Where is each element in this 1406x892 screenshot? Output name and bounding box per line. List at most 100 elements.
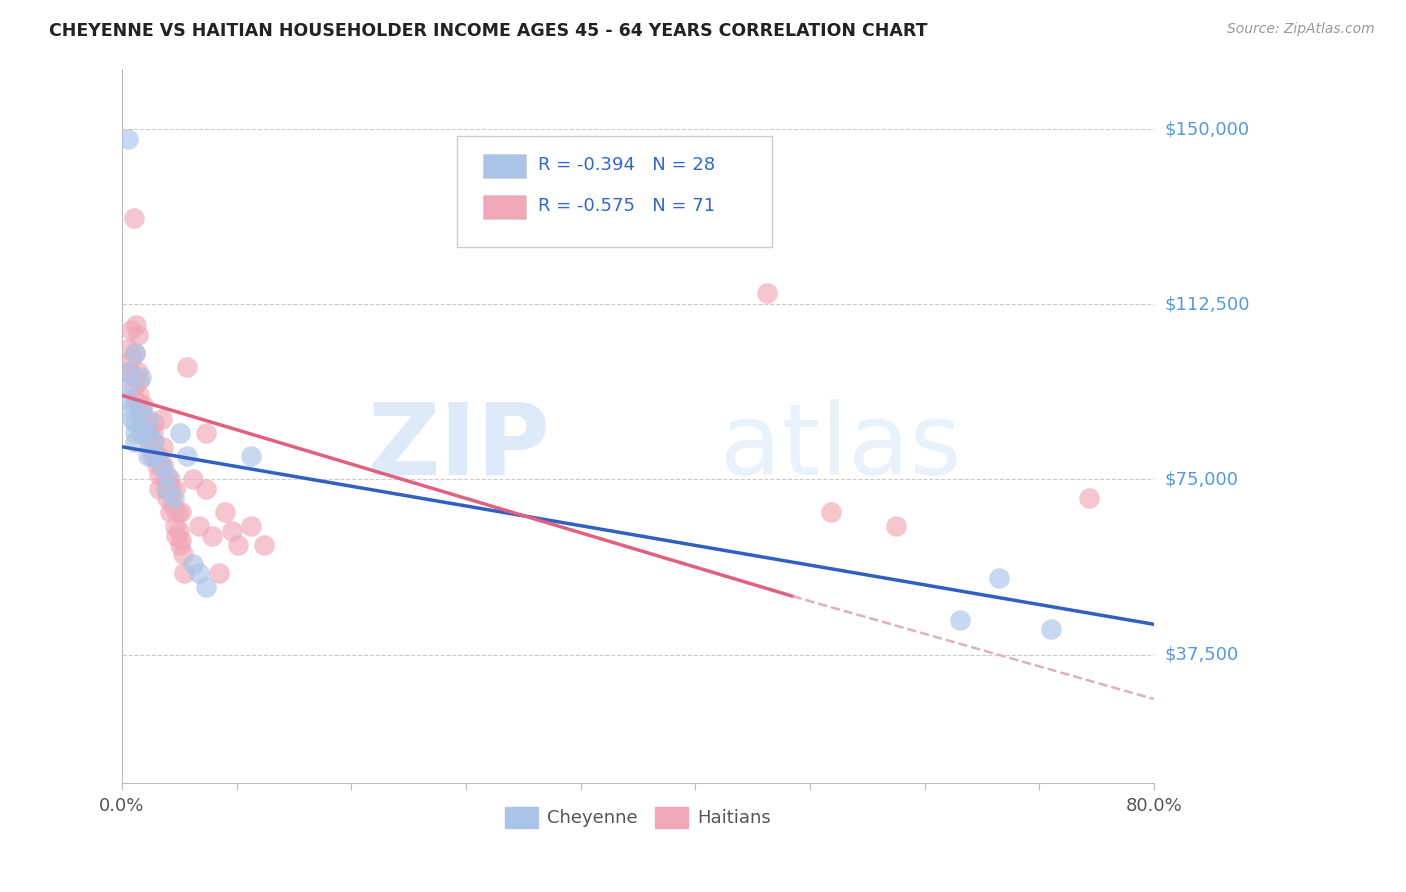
Point bbox=[240, 449, 263, 463]
Point bbox=[181, 473, 204, 487]
FancyBboxPatch shape bbox=[484, 153, 526, 178]
Point bbox=[163, 519, 186, 533]
Point bbox=[188, 566, 211, 580]
Point bbox=[150, 411, 173, 425]
Point bbox=[172, 547, 194, 561]
Point bbox=[194, 482, 217, 496]
Point bbox=[949, 613, 972, 627]
Point bbox=[755, 285, 778, 300]
Text: R = -0.575   N = 71: R = -0.575 N = 71 bbox=[538, 197, 716, 216]
Text: ZIP: ZIP bbox=[367, 399, 550, 496]
Point bbox=[120, 323, 142, 337]
Point bbox=[181, 557, 204, 571]
Point bbox=[176, 360, 198, 375]
Point bbox=[201, 528, 224, 542]
Point bbox=[115, 365, 138, 379]
Point bbox=[145, 449, 167, 463]
Point bbox=[159, 473, 181, 487]
Point bbox=[121, 411, 143, 425]
FancyBboxPatch shape bbox=[484, 195, 526, 219]
Point bbox=[136, 430, 159, 444]
Point bbox=[129, 398, 152, 412]
Point bbox=[156, 491, 179, 505]
Point bbox=[156, 467, 179, 482]
Point bbox=[131, 402, 153, 417]
Point bbox=[143, 449, 166, 463]
Text: $75,000: $75,000 bbox=[1166, 470, 1239, 489]
Point bbox=[117, 393, 139, 408]
Point bbox=[170, 505, 193, 519]
Text: R = -0.394   N = 28: R = -0.394 N = 28 bbox=[538, 156, 716, 174]
Point bbox=[131, 417, 153, 431]
Point bbox=[124, 417, 146, 431]
Point bbox=[124, 435, 146, 450]
Point bbox=[152, 458, 174, 473]
FancyBboxPatch shape bbox=[457, 136, 772, 247]
Point bbox=[214, 505, 236, 519]
Point bbox=[165, 528, 187, 542]
Point bbox=[169, 538, 191, 552]
Text: CHEYENNE VS HAITIAN HOUSEHOLDER INCOME AGES 45 - 64 YEARS CORRELATION CHART: CHEYENNE VS HAITIAN HOUSEHOLDER INCOME A… bbox=[49, 22, 928, 40]
Point bbox=[153, 473, 176, 487]
Point bbox=[124, 346, 146, 360]
Point bbox=[141, 449, 163, 463]
Point bbox=[143, 435, 166, 450]
Point bbox=[146, 449, 169, 463]
Point bbox=[159, 505, 181, 519]
Point bbox=[127, 365, 149, 379]
Text: $112,500: $112,500 bbox=[1166, 295, 1250, 313]
Point bbox=[131, 402, 153, 417]
Point bbox=[226, 538, 249, 552]
Point bbox=[146, 458, 169, 473]
Point bbox=[156, 482, 179, 496]
Point bbox=[131, 398, 153, 412]
Point bbox=[136, 411, 159, 425]
Point bbox=[136, 449, 159, 463]
Point bbox=[163, 482, 186, 496]
Point bbox=[162, 491, 184, 505]
Point bbox=[208, 566, 231, 580]
Point bbox=[169, 425, 191, 440]
Point bbox=[118, 365, 141, 379]
Point bbox=[124, 369, 146, 384]
Point bbox=[149, 458, 172, 473]
Text: $37,500: $37,500 bbox=[1166, 646, 1239, 664]
Point bbox=[134, 421, 156, 435]
Point bbox=[139, 440, 162, 454]
Point bbox=[121, 351, 143, 365]
Point bbox=[173, 566, 195, 580]
Point bbox=[820, 505, 842, 519]
Point bbox=[221, 524, 243, 538]
Point bbox=[121, 402, 143, 417]
Point bbox=[124, 346, 146, 360]
Point bbox=[884, 519, 907, 533]
Point bbox=[136, 425, 159, 440]
Point bbox=[132, 411, 155, 425]
Point bbox=[127, 327, 149, 342]
Point bbox=[122, 211, 145, 225]
Point bbox=[188, 519, 211, 533]
Text: Source: ZipAtlas.com: Source: ZipAtlas.com bbox=[1227, 22, 1375, 37]
Point bbox=[117, 379, 139, 393]
Point bbox=[194, 580, 217, 594]
Point bbox=[148, 482, 170, 496]
Point bbox=[157, 477, 180, 491]
Point bbox=[124, 425, 146, 440]
Point bbox=[176, 449, 198, 463]
Point bbox=[125, 318, 148, 333]
Point bbox=[122, 379, 145, 393]
Point bbox=[253, 538, 276, 552]
Point bbox=[160, 482, 183, 496]
Point bbox=[131, 425, 153, 440]
Point bbox=[143, 417, 166, 431]
Point bbox=[240, 519, 263, 533]
Point bbox=[194, 425, 217, 440]
Point bbox=[1039, 622, 1062, 636]
Point bbox=[152, 440, 174, 454]
Text: atlas: atlas bbox=[720, 399, 962, 496]
Legend: Cheyenne, Haitians: Cheyenne, Haitians bbox=[498, 799, 778, 835]
Point bbox=[135, 430, 157, 444]
Point bbox=[155, 482, 177, 496]
Point bbox=[124, 393, 146, 408]
Point bbox=[117, 342, 139, 356]
